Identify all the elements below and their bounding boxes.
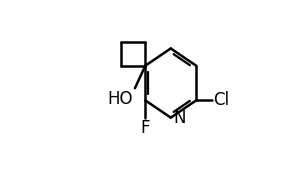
Text: Cl: Cl	[213, 91, 229, 109]
Text: N: N	[173, 109, 186, 127]
Text: HO: HO	[108, 90, 133, 108]
Text: F: F	[140, 119, 150, 137]
